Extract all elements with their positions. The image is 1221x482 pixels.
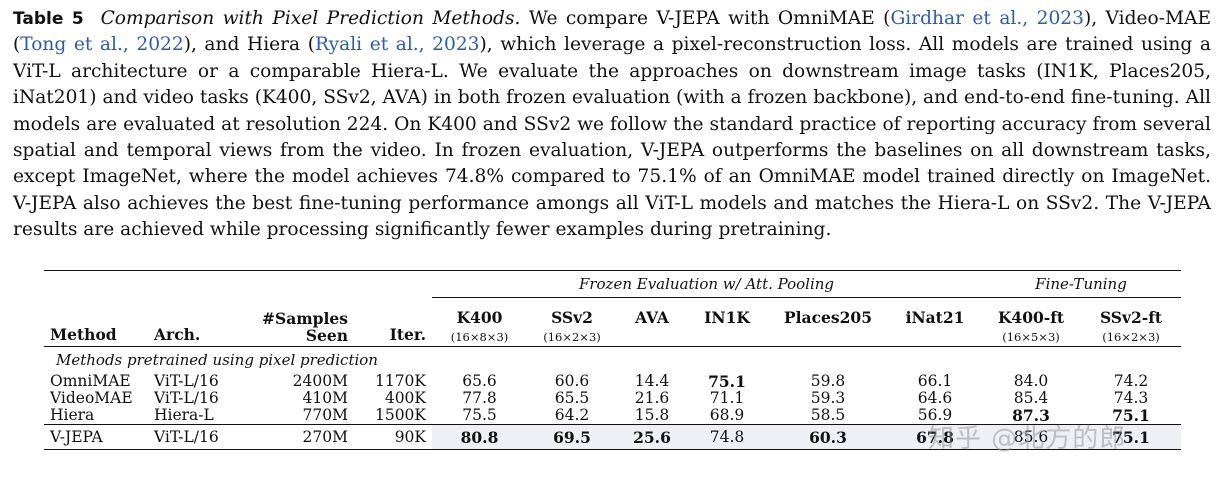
comparison-table: Frozen Evaluation w/ Att. Pooling Fine-T… (44, 270, 1181, 450)
column-header-row: Method Arch. #Samples Seen Iter. K400 (16×… (44, 298, 1181, 347)
col-header-ssv2-views: (16×2×3) (543, 330, 601, 344)
citation-link[interactable]: Tong et al., 2022 (20, 34, 184, 56)
cell-inat21: 64.6 (917, 389, 953, 407)
cell-ssv2-ft: 75.1 (1112, 406, 1150, 425)
cell-iter: 1170K (374, 372, 426, 390)
cell-method: Hiera (50, 406, 95, 424)
frozen-eval-group-header: Frozen Evaluation w/ Att. Pooling (432, 271, 981, 298)
table-row: OmniMAE ViT-L/16 2400M 1170K 65.6 60.6 1… (44, 372, 1181, 391)
caption-text: ), and Hiera ( (183, 34, 315, 56)
cell-k400-ft: 85.4 (1013, 389, 1049, 407)
caption-text: ), which leverage a pixel-reconstruction… (13, 34, 1211, 241)
cell-arch: Hiera-L (154, 406, 214, 424)
cell-places205: 59.3 (810, 389, 846, 407)
caption-label: Table 5 (13, 9, 84, 29)
cell-ssv2: 64.2 (554, 406, 590, 424)
col-header-places205: Places205 (767, 298, 889, 347)
cell-inat21: 56.9 (917, 406, 953, 424)
cell-ava: 14.4 (634, 372, 670, 390)
col-header-ava: AVA (617, 298, 687, 347)
cell-method: V-JEPA (50, 427, 103, 446)
cell-k400: 75.5 (462, 406, 497, 424)
col-header-k400-ft-label: K400-ft (997, 308, 1065, 327)
cell-samples: 770M (302, 406, 348, 424)
vjepa-rule (44, 424, 1181, 425)
col-header-ssv2-ft-views: (16×2×3) (1102, 330, 1160, 344)
col-header-samples: #Samples Seen (244, 298, 354, 347)
section-label: Methods pretrained using pixel predictio… (56, 351, 378, 369)
col-header-k400-label: K400 (456, 308, 503, 327)
cell-k400-ft: 85.6 (981, 425, 1081, 449)
cell-samples: 2400M (292, 372, 348, 390)
cell-in1k: 68.9 (709, 406, 745, 424)
cell-in1k: 75.1 (708, 372, 746, 391)
col-header-ava-label: AVA (635, 308, 669, 327)
citation-link[interactable]: Ryali et al., 2023 (314, 34, 480, 56)
caption-text: ), Video-MAE ( (13, 8, 1212, 56)
cell-samples: 270M (302, 427, 348, 446)
cell-inat21: 67.8 (889, 425, 981, 449)
cell-ssv2-ft: 74.3 (1113, 389, 1149, 407)
cell-iter: 90K (394, 427, 426, 446)
cell-iter: 1500K (374, 406, 426, 424)
cell-inat21: 66.1 (917, 372, 953, 390)
cell-in1k: 74.8 (687, 425, 767, 449)
col-header-ssv2-ft-label: SSv2-ft (1099, 308, 1163, 327)
citation-link[interactable]: Girdhar et al., 2023 (890, 8, 1084, 29)
cell-ssv2-ft: 75.1 (1081, 425, 1181, 449)
group-header-row: Frozen Evaluation w/ Att. Pooling Fine-T… (44, 271, 1181, 298)
cell-arch: ViT-L/16 (154, 389, 219, 407)
cell-ava: 15.8 (634, 406, 670, 424)
cell-k400-ft: 84.0 (1013, 372, 1049, 390)
col-header-places205-label: Places205 (784, 308, 872, 327)
col-header-inat21-label: iNat21 (905, 308, 965, 327)
section-row: Methods pretrained using pixel predictio… (44, 347, 1181, 373)
table-row: Hiera Hiera-L 770M 1500K 75.5 64.2 15.8 … (44, 407, 1181, 425)
caption-title: Comparison with Pixel Prediction Methods… (100, 8, 521, 29)
cell-k400: 77.8 (462, 389, 497, 407)
col-header-in1k: IN1K (687, 298, 767, 347)
col-header-samples-line1: #Samples (262, 309, 348, 328)
col-header-ssv2: SSv2 (16×2×3) (527, 298, 617, 347)
cell-iter: 400K (384, 389, 426, 407)
col-header-method: Method (50, 325, 117, 344)
cell-places205: 60.3 (767, 425, 889, 449)
col-header-iter: Iter. (389, 325, 426, 344)
cell-method: VideoMAE (50, 389, 133, 407)
caption-text: We compare V-JEPA with OmniMAE ( (520, 8, 891, 29)
cell-method: OmniMAE (50, 372, 131, 390)
cell-ssv2: 65.5 (554, 389, 590, 407)
col-header-k400: K400 (16×8×3) (432, 298, 527, 347)
col-header-k400-ft: K400-ft (16×5×3) (981, 298, 1081, 347)
bottom-rule (44, 449, 1181, 450)
top-rule (44, 270, 1181, 271)
header-rule (44, 346, 1181, 347)
cell-places205: 58.5 (810, 406, 846, 424)
col-header-k400-views: (16×8×3) (450, 330, 509, 344)
col-header-inat21: iNat21 (889, 298, 981, 347)
cell-ava: 25.6 (617, 425, 687, 449)
col-header-ssv2-ft: SSv2-ft (16×2×3) (1081, 298, 1181, 347)
cell-in1k: 71.1 (709, 389, 745, 407)
col-header-samples-line2: Seen (305, 326, 348, 345)
col-header-ssv2-label: SSv2 (551, 308, 593, 327)
cell-arch: ViT-L/16 (154, 427, 219, 446)
cell-ssv2-ft: 74.2 (1113, 372, 1149, 390)
cell-places205: 59.8 (810, 372, 846, 390)
col-header-k400-ft-views: (16×5×3) (1002, 330, 1060, 344)
cell-ssv2: 60.6 (554, 372, 590, 390)
cell-ava: 21.6 (634, 389, 670, 407)
col-header-arch: Arch. (154, 325, 201, 344)
cell-arch: ViT-L/16 (154, 372, 219, 390)
cell-ssv2: 69.5 (527, 425, 617, 449)
cell-k400-ft: 87.3 (1012, 406, 1050, 425)
table-row: VideoMAE ViT-L/16 410M 400K 77.8 65.5 21… (44, 390, 1181, 407)
table-row-vjepa: V-JEPA ViT-L/16 270M 90K 80.8 69.5 25.6 … (44, 425, 1181, 449)
cell-k400: 80.8 (432, 425, 527, 449)
fine-tuning-group-header: Fine-Tuning (981, 271, 1181, 298)
col-header-in1k-label: IN1K (704, 308, 750, 327)
cell-k400: 65.6 (462, 372, 497, 390)
cell-samples: 410M (302, 389, 348, 407)
table-caption: Table 5 Comparison with Pixel Prediction… (13, 6, 1211, 244)
